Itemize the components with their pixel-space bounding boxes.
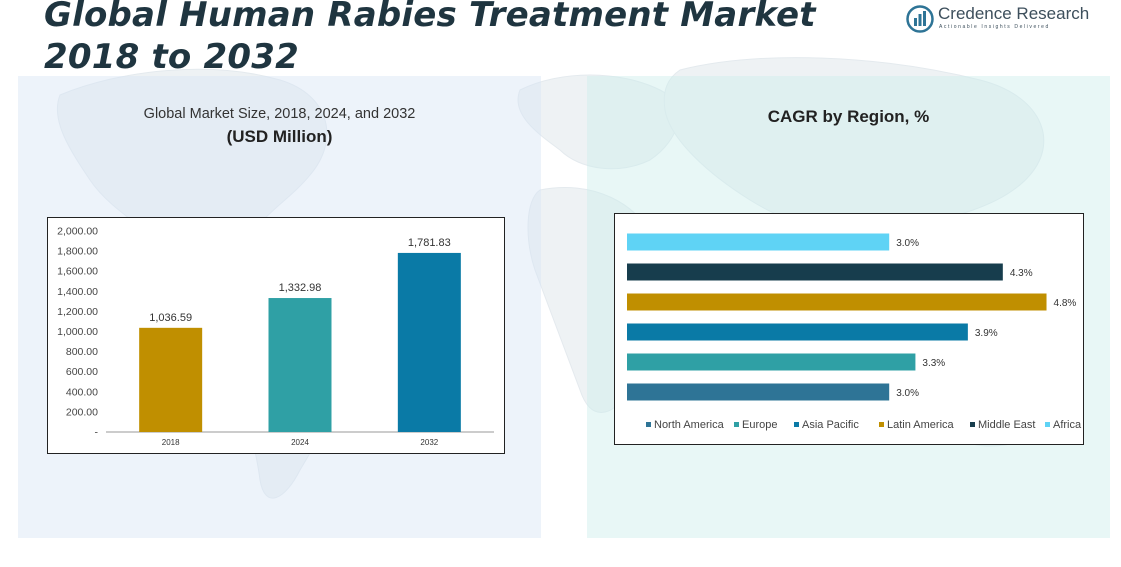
legend-label: Europe [742, 419, 777, 431]
y-tick-label: 1,000.00 [57, 326, 98, 338]
y-tick-label: 1,400.00 [57, 286, 98, 298]
y-tick-label: 1,600.00 [57, 266, 98, 278]
market-size-chart: - 200.00 400.00 600.00 800.00 1,000.00 1,200.0… [47, 217, 505, 454]
bar-value-label: 3.3% [922, 358, 945, 369]
y-tick-label: 200.00 [66, 406, 98, 418]
legend-swatch [734, 422, 739, 427]
bar-africa [627, 233, 890, 251]
bar-value-label: 1,036.59 [149, 312, 192, 324]
legend-label: Latin America [887, 419, 955, 431]
bar-value-label: 3.9% [975, 328, 998, 339]
bar-europe [627, 353, 916, 371]
logo-bars-icon [906, 5, 934, 33]
bar-middle-east [627, 263, 1003, 281]
y-tick-label: 800.00 [66, 346, 98, 358]
bar-2032 [397, 252, 461, 432]
y-tick-label: 600.00 [66, 366, 98, 378]
y-tick-label: - [95, 427, 99, 439]
bar-value-label: 3.0% [896, 388, 919, 399]
legend-label: Asia Pacific [802, 419, 859, 431]
legend-swatch [879, 422, 884, 427]
y-tick-label: 400.00 [66, 386, 98, 398]
page-title-line-1: Global Human Rabies Treatment Market [44, 0, 816, 35]
legend-label: Middle East [978, 419, 1035, 431]
page-title: Global Human Rabies Treatment Market 201… [44, 0, 816, 78]
cagr-chart: 3.0% 3.3% 3.9% 4.8% 4.3% 3.0% North America Eur… [614, 213, 1084, 445]
x-tick-label: 2024 [291, 438, 309, 447]
bar-value-label: 1,332.98 [279, 282, 322, 294]
bar-latin-america [627, 293, 1047, 311]
cagr-bar-chart: 3.0% 3.3% 3.9% 4.8% 4.3% 3.0% North America Eur… [627, 233, 1082, 431]
y-tick-label: 1,200.00 [57, 306, 98, 318]
credence-research-logo[interactable]: Credence Research Actionable Insights De… [906, 4, 1096, 34]
legend-label: Africa [1053, 419, 1082, 431]
bar-2018 [139, 327, 203, 432]
logo-tagline: Actionable Insights Delivered [939, 24, 1050, 30]
bar-value-label: 4.8% [1054, 298, 1077, 309]
bar-2024 [268, 298, 332, 432]
bar-value-label: 1,781.83 [408, 237, 451, 249]
x-tick-label: 2032 [420, 438, 438, 447]
y-tick-label: 1,800.00 [57, 246, 98, 258]
cagr-chart-title: CAGR by Region, % [767, 107, 930, 126]
market-size-chart-units: (USD Million) [226, 127, 333, 146]
bar-value-label: 3.0% [896, 238, 919, 249]
legend-swatch [646, 422, 651, 427]
market-size-chart-title: Global Market Size, 2018, 2024, and 2032 [143, 106, 416, 122]
bar-north-america [627, 383, 890, 401]
market-size-bar-chart: - 200.00 400.00 600.00 800.00 1,000.00 1,200.0… [57, 226, 494, 447]
bar-asia-pacific [627, 323, 968, 341]
legend-swatch [970, 422, 975, 427]
page-title-line-2: 2018 to 2032 [44, 37, 299, 77]
bar-value-label: 4.3% [1010, 268, 1033, 279]
legend-swatch [794, 422, 799, 427]
logo-brand-name: Credence Research [938, 4, 1090, 23]
y-tick-label: 2,000.00 [57, 226, 98, 238]
legend-label: North America [654, 419, 725, 431]
x-tick-label: 2018 [162, 438, 180, 447]
legend-swatch [1045, 422, 1050, 427]
